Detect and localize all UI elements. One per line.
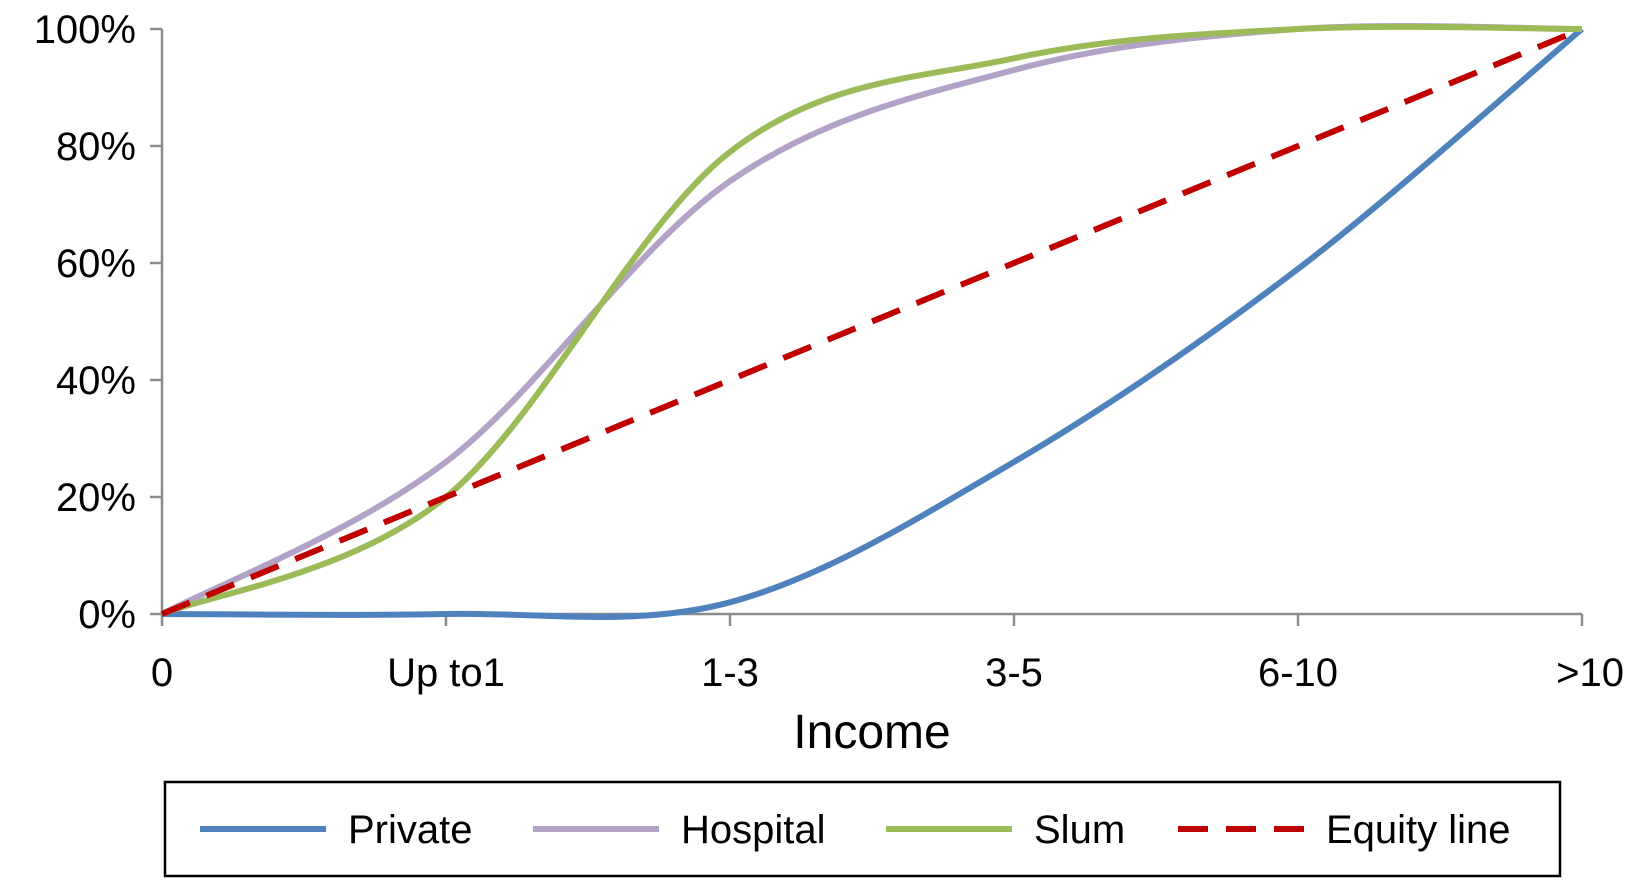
y-tick-label: 100%	[34, 8, 136, 52]
legend: Private Hospital Slum Equity line	[163, 780, 1562, 878]
x-tick-label: 6-10	[1258, 651, 1338, 695]
y-tick-label: 40%	[56, 359, 136, 403]
legend-item-private: Private	[200, 808, 473, 852]
legend-label: Equity line	[1326, 808, 1511, 852]
x-tick-label: 1-3	[701, 651, 759, 695]
legend-box	[163, 780, 1562, 878]
legend-item-hospital: Hospital	[533, 808, 826, 852]
legend-label: Private	[348, 808, 473, 852]
legend-item-slum: Slum	[886, 808, 1125, 852]
y-tick-label: 80%	[56, 125, 136, 169]
x-tick-label: Up to1	[387, 651, 505, 695]
y-tick-label: 60%	[56, 242, 136, 286]
x-tick-label: >10	[1556, 651, 1624, 695]
series-layer	[160, 22, 1584, 620]
legend-label: Slum	[1034, 808, 1125, 852]
x-axis: 0 Up to1 1-3 3-5 6-10 >10	[151, 612, 1624, 695]
series-line-slum	[160, 23, 1583, 617]
series-line-equity-line	[160, 26, 1584, 617]
x-axis-title: Income	[793, 706, 950, 759]
x-tick-label: 0	[151, 651, 173, 695]
legend-item-equity-line: Equity line	[1178, 808, 1511, 852]
series-line-private	[161, 26, 1584, 620]
y-axis: 0% 20% 40% 60% 80% 100%	[34, 8, 164, 637]
y-tick-label: 0%	[78, 593, 136, 637]
x-tick-label: 3-5	[985, 651, 1043, 695]
legend-label: Hospital	[681, 808, 826, 852]
y-tick-label: 20%	[56, 476, 136, 520]
